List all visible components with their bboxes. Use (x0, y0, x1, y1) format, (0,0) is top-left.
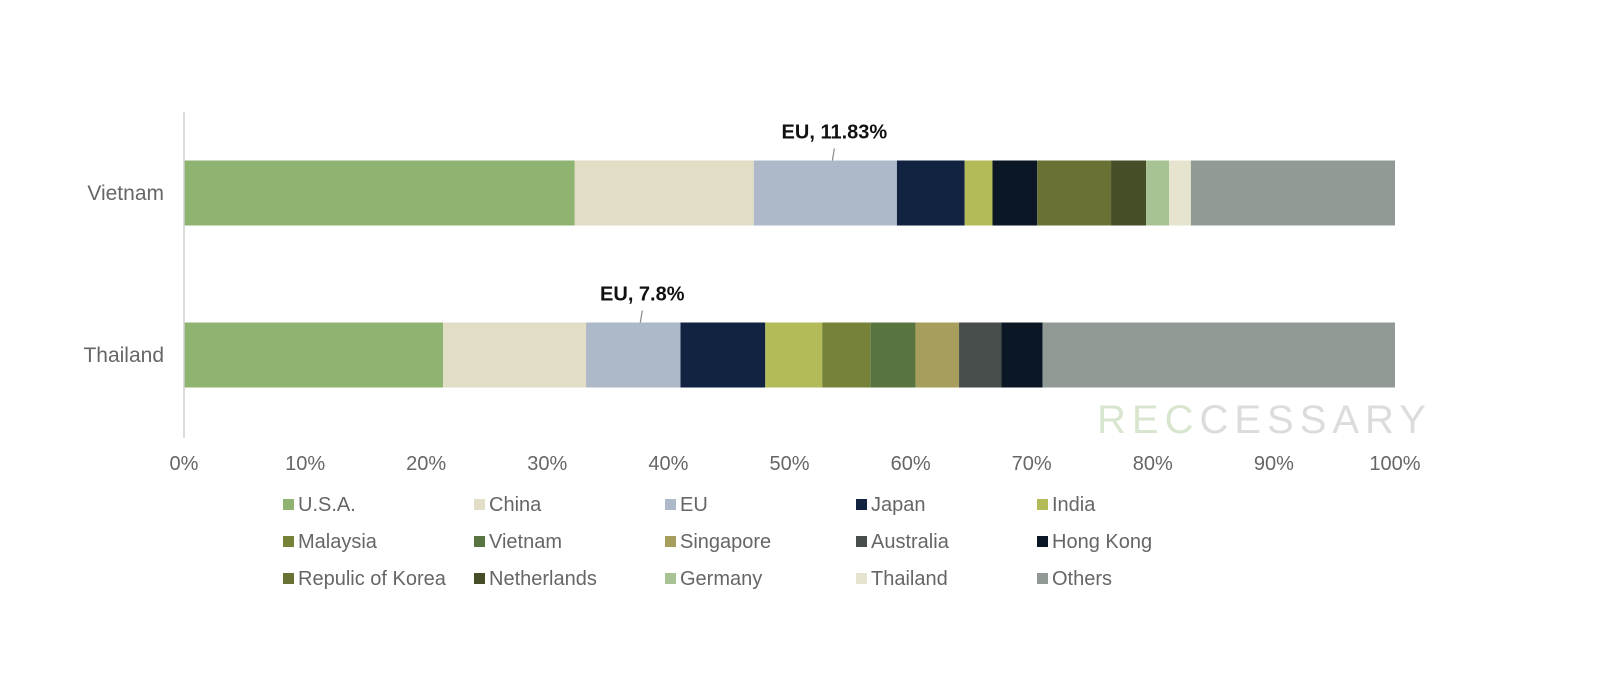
legend-label: U.S.A. (298, 494, 356, 516)
bar-vietnam-japan (896, 160, 965, 226)
legend-label: Hong Kong (1052, 531, 1152, 553)
x-tick-label: 80% (1133, 453, 1173, 475)
bar-vietnam-u-s-a (184, 160, 575, 226)
legend-label: Netherlands (489, 568, 597, 590)
x-tick-label: 0% (170, 453, 199, 475)
legend-item-thailand: Thailand (856, 568, 948, 590)
x-tick-label: 60% (891, 453, 931, 475)
legend-swatch (665, 499, 676, 510)
category-label-vietnam: Vietnam (87, 182, 164, 205)
legend-label: Repulic of Korea (298, 568, 447, 590)
legend-item-japan: Japan (856, 494, 926, 516)
bar-vietnam-thailand (1169, 160, 1191, 226)
legend-item-u-s-a: U.S.A. (283, 494, 356, 516)
legend-item-singapore: Singapore (665, 531, 771, 553)
legend-swatch (474, 499, 485, 510)
legend-swatch (1037, 499, 1048, 510)
legend-item-india: India (1037, 494, 1096, 516)
legend-swatch (283, 573, 294, 584)
legend: U.S.A. China EU Japan India Malaysia Vietnam Si… (283, 494, 1152, 590)
legend-item-hong-kong: Hong Kong (1037, 531, 1152, 553)
bar-thailand-hong-kong (1001, 322, 1043, 388)
legend-item-repulic-of-korea: Repulic of Korea (283, 568, 447, 590)
bar-vietnam-eu (753, 160, 897, 226)
legend-swatch (1037, 536, 1048, 547)
x-tick-label: 70% (1012, 453, 1052, 475)
legend-item-malaysia: Malaysia (283, 531, 378, 553)
legend-label: Singapore (680, 531, 771, 553)
legend-item-vietnam: Vietnam (474, 531, 562, 553)
legend-item-china: China (474, 494, 542, 516)
bar-thailand-vietnam (870, 322, 916, 388)
x-tick-label: 100% (1369, 453, 1420, 475)
legend-swatch (474, 536, 485, 547)
legend-item-germany: Germany (665, 568, 762, 590)
x-tick-label: 40% (648, 453, 688, 475)
legend-label: Malaysia (298, 531, 378, 553)
legend-item-netherlands: Netherlands (474, 568, 597, 590)
legend-swatch (283, 499, 294, 510)
x-axis-ticks: 0% 10% 20% 30% 40% 50% 60% 70% 80% 90% 100% (170, 453, 1421, 475)
legend-swatch (1037, 573, 1048, 584)
x-tick-label: 90% (1254, 453, 1294, 475)
legend-label: China (489, 494, 542, 516)
legend-label: Japan (871, 494, 926, 516)
x-tick-label: 10% (285, 453, 325, 475)
annotations: EU, 11.83% EU, 7.8% (600, 122, 887, 323)
legend-swatch (856, 573, 867, 584)
category-label-thailand: Thailand (83, 344, 164, 367)
category-labels: Vietnam Thailand (83, 182, 164, 367)
legend-label: EU (680, 494, 708, 516)
legend-item-australia: Australia (856, 531, 950, 553)
legend-swatch (665, 573, 676, 584)
bars (184, 160, 1395, 388)
bar-vietnam-china (574, 160, 754, 226)
legend-swatch (856, 499, 867, 510)
bar-thailand-malaysia (822, 322, 871, 388)
legend-label: Vietnam (489, 531, 562, 553)
legend-item-others: Others (1037, 568, 1112, 590)
bar-thailand-u-s-a (184, 322, 444, 388)
annotation-leader-line (831, 148, 835, 161)
legend-swatch (474, 573, 485, 584)
legend-swatch (856, 536, 867, 547)
legend-label: Australia (871, 531, 950, 553)
bar-vietnam-others (1190, 160, 1395, 226)
bar-vietnam-hong-kong (992, 160, 1038, 226)
bar-vietnam-germany (1146, 160, 1170, 226)
bar-thailand-india (765, 322, 823, 388)
bar-vietnam-repulic-of-korea (1037, 160, 1112, 226)
bar-thailand-australia (959, 322, 1002, 388)
watermark-logo: RECCESSARY (1097, 398, 1432, 442)
legend-label: Thailand (871, 568, 948, 590)
annotation-leader-line (639, 310, 643, 323)
legend-swatch (283, 536, 294, 547)
watermark: RECCESSARY (1097, 398, 1432, 442)
legend-label: Others (1052, 568, 1112, 590)
legend-item-eu: EU (665, 494, 708, 516)
bar-thailand-eu (586, 322, 681, 388)
bar-thailand-japan (680, 322, 766, 388)
bar-vietnam-netherlands (1111, 160, 1147, 226)
legend-swatch (665, 536, 676, 547)
x-tick-label: 30% (527, 453, 567, 475)
x-tick-label: 50% (769, 453, 809, 475)
bar-thailand-others (1042, 322, 1395, 388)
bar-thailand-singapore (915, 322, 960, 388)
legend-label: India (1052, 494, 1096, 516)
bar-vietnam-india (964, 160, 993, 226)
legend-label: Germany (680, 568, 762, 590)
annotation-vietnam-eu: EU, 11.83% (782, 122, 888, 144)
x-tick-label: 20% (406, 453, 446, 475)
bar-thailand-china (443, 322, 587, 388)
annotation-thailand-eu: EU, 7.8% (600, 284, 685, 306)
